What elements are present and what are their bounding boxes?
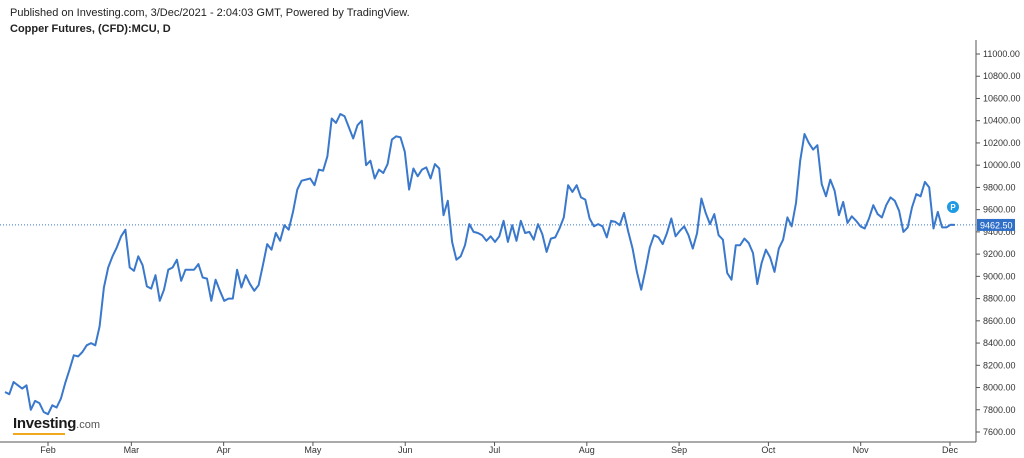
x-tick-label: Apr: [217, 445, 231, 455]
x-tick-label: Nov: [853, 445, 870, 455]
last-price-label: 9462.50: [980, 220, 1013, 230]
y-tick-label: 10800.00: [983, 71, 1021, 81]
y-tick-label: 8600.00: [983, 316, 1016, 326]
x-tick-label: Aug: [579, 445, 595, 455]
y-tick-label: 7600.00: [983, 427, 1016, 437]
y-tick-label: 10400.00: [983, 116, 1021, 126]
y-tick-label: 9000.00: [983, 271, 1016, 281]
y-tick-label: 8800.00: [983, 294, 1016, 304]
published-note: Published on Investing.com, 3/Dec/2021 -…: [10, 7, 410, 19]
investing-logo: Investing.com: [13, 415, 100, 435]
y-tick-label: 9200.00: [983, 249, 1016, 259]
p-marker-icon: [947, 201, 959, 213]
y-tick-label: 9800.00: [983, 182, 1016, 192]
y-tick-label: 10000.00: [983, 160, 1021, 170]
p-marker-label: P: [950, 203, 956, 212]
y-tick-label: 8400.00: [983, 338, 1016, 348]
y-tick-label: 10600.00: [983, 93, 1021, 103]
x-tick-label: Sep: [671, 445, 687, 455]
y-tick-label: 8000.00: [983, 383, 1016, 393]
price-line: [4, 113, 956, 416]
x-tick-label: Jul: [489, 445, 501, 455]
overlay: 9462.50 P: [0, 201, 1015, 231]
axes: 7600.00 7800.00 8000.00 8200.00 8400.00 8600.…: [0, 40, 1021, 455]
instrument-title: Copper Futures, (CFD):MCU, D: [10, 23, 171, 35]
y-tick-label: 9400.00: [983, 227, 1016, 237]
y-tick-label: 7800.00: [983, 405, 1016, 415]
y-tick-label: 10200.00: [983, 138, 1021, 148]
x-tick-label: May: [304, 445, 322, 455]
x-tick-label: Oct: [761, 445, 776, 455]
x-tick-label: Jun: [398, 445, 413, 455]
y-tick-label: 11000.00: [983, 49, 1020, 59]
x-tick-label: Mar: [124, 445, 140, 455]
y-tick-label: 8200.00: [983, 360, 1016, 370]
y-tick-label: 9600.00: [983, 205, 1016, 215]
x-tick-label: Feb: [40, 445, 56, 455]
x-tick-label: Dec: [942, 445, 959, 455]
last-price-box: [977, 218, 1015, 231]
plot-area: [4, 113, 956, 416]
